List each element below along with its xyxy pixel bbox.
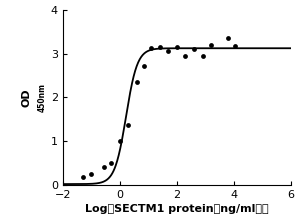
Text: OD: OD (21, 88, 31, 107)
Point (200, 54, 205, 57)
Point (89, 172, 94, 175)
Point (233, 44, 238, 47)
Point (157, 45, 162, 49)
Point (142, 64, 146, 68)
Point (109, 161, 114, 164)
Point (126, 123, 131, 127)
Point (149, 46, 154, 50)
Point (134, 80, 139, 84)
X-axis label: Log（SECTM1 protein（ng/ml））: Log（SECTM1 protein（ng/ml）） (85, 204, 269, 214)
Point (175, 45, 179, 49)
Point (209, 43, 214, 46)
Point (192, 47, 197, 51)
Point (80, 175, 85, 178)
Point (117, 140, 122, 143)
Text: 450nm: 450nm (38, 83, 47, 112)
Point (166, 50, 171, 53)
Point (226, 36, 231, 40)
Point (183, 54, 188, 57)
Point (102, 165, 106, 168)
